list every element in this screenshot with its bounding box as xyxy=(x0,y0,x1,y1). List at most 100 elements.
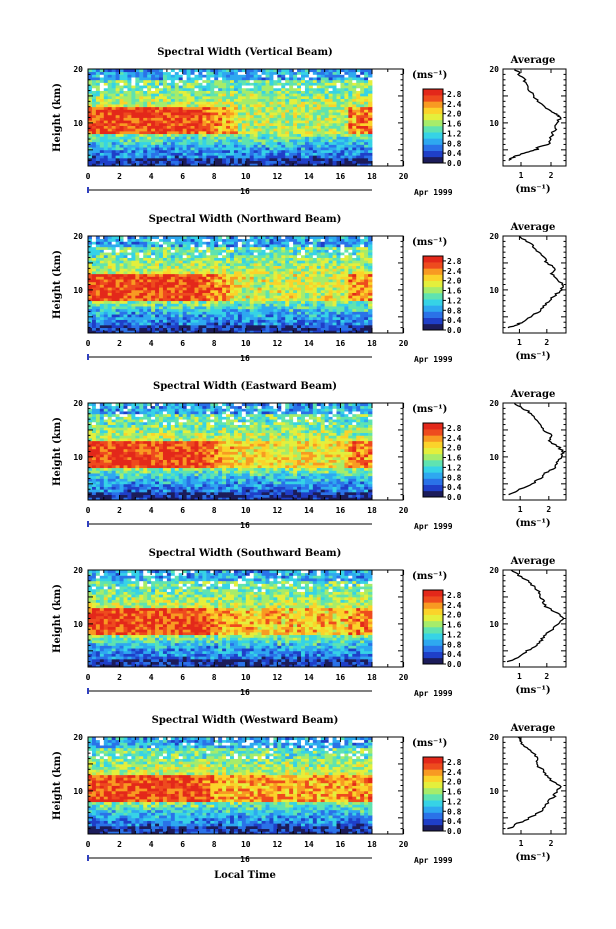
heatmap-cell xyxy=(194,297,199,302)
heatmap-cell xyxy=(320,128,326,132)
heatmap-cell xyxy=(356,141,361,145)
heatmap-cell xyxy=(265,87,270,91)
heatmap-cell xyxy=(127,265,132,269)
heatmap-cell xyxy=(352,303,357,307)
heatmap-cell xyxy=(182,289,188,293)
heatmap-cell xyxy=(273,95,278,100)
heatmap-cell xyxy=(210,157,215,162)
heatmap-cell xyxy=(151,90,156,94)
heatmap-cell xyxy=(316,252,322,256)
heatmap-cell xyxy=(182,163,188,167)
heatmap-cell xyxy=(178,74,184,78)
heatmap-cell xyxy=(119,144,124,148)
heatmap-cell xyxy=(241,98,247,102)
heatmap-cell xyxy=(352,314,357,318)
heatmap-cell xyxy=(289,279,294,283)
heatmap-cell xyxy=(131,281,136,285)
heatmap-cell xyxy=(182,114,188,118)
heatmap-cell xyxy=(210,322,215,326)
heatmap-cell xyxy=(312,295,318,299)
profile-unit: (ms⁻¹) xyxy=(515,184,550,195)
heatmap-cell xyxy=(360,160,365,164)
heatmap-cell xyxy=(218,257,223,261)
heatmap-cell xyxy=(257,122,262,126)
heatmap-cell xyxy=(230,139,235,143)
heatmap-cell xyxy=(293,252,298,256)
heatmap-cell xyxy=(233,303,239,307)
heatmap-cell xyxy=(186,276,191,280)
heatmap-cell xyxy=(159,104,164,108)
heatmap-cell xyxy=(198,265,203,269)
heatmap-cell xyxy=(328,79,333,83)
heatmap-cell xyxy=(277,160,282,164)
heatmap-cell xyxy=(249,292,255,296)
heatmap-cell xyxy=(285,260,290,264)
heatmap-cell xyxy=(273,249,278,253)
heatmap-cell xyxy=(257,306,262,310)
heatmap-cell xyxy=(368,295,373,299)
heatmap-cell xyxy=(210,120,215,124)
heatmap-cell xyxy=(190,117,195,121)
heatmap-cell xyxy=(103,101,109,105)
heatmap-cell xyxy=(237,276,243,280)
heatmap-cell xyxy=(174,87,180,91)
heatmap-cell xyxy=(293,155,298,159)
heatmap-cell xyxy=(206,98,211,102)
heatmap-cell xyxy=(182,324,188,329)
heatmap-cell xyxy=(257,163,262,167)
heatmap-cell xyxy=(277,85,282,89)
heatmap-cell xyxy=(107,254,113,258)
heatmap-cell xyxy=(107,308,113,312)
heatmap-cell xyxy=(151,163,156,167)
heatmap-cell xyxy=(320,249,326,253)
heatmap-cell xyxy=(340,95,345,100)
heatmap-cell xyxy=(198,74,203,78)
heatmap-cell xyxy=(233,279,239,283)
heatmap-cell xyxy=(162,254,168,258)
colorbar-swatch xyxy=(423,150,443,158)
heatmap-cell xyxy=(328,279,333,283)
heatmap-cell xyxy=(273,271,278,275)
heatmap-cell xyxy=(308,141,314,145)
heatmap-cell xyxy=(202,160,207,164)
heatmap-cell xyxy=(265,136,270,140)
heatmap-cell xyxy=(281,257,286,261)
heatmap-cell xyxy=(301,265,306,269)
heatmap-cell xyxy=(257,287,262,291)
heatmap-cell xyxy=(206,104,211,108)
heatmap-cell xyxy=(324,322,330,326)
heatmap-cell xyxy=(324,69,330,73)
heatmap-cell xyxy=(336,112,341,116)
heatmap-cell xyxy=(269,281,274,285)
heatmap-cell xyxy=(285,104,290,108)
heatmap-cell xyxy=(91,330,97,334)
heatmap-cell xyxy=(206,90,211,94)
heatmap-cell xyxy=(214,85,219,89)
heatmap-cell xyxy=(162,322,168,326)
heatmap-cell xyxy=(111,257,117,261)
heatmap-cell xyxy=(237,268,243,272)
heatmap-cell xyxy=(198,109,203,113)
heatmap-cell xyxy=(190,268,195,272)
heatmap-cell xyxy=(328,117,333,121)
heatmap-cell xyxy=(297,122,302,126)
heatmap-cell xyxy=(316,311,322,315)
heatmap-cell xyxy=(301,71,306,75)
heatmap-cell xyxy=(245,327,251,331)
heatmap-cell xyxy=(226,268,231,272)
heatmap-cell xyxy=(332,114,337,118)
heatmap-cell xyxy=(293,152,298,156)
heatmap-cell xyxy=(312,101,318,105)
heatmap-cell xyxy=(340,114,345,118)
heatmap-cell xyxy=(206,69,211,73)
heatmap-cell xyxy=(253,295,259,299)
heatmap-cell xyxy=(88,292,93,296)
heatmap-cell xyxy=(206,93,211,97)
heatmap-cell xyxy=(265,152,270,156)
heatmap-cell xyxy=(304,112,310,116)
heatmap-cell xyxy=(312,303,318,307)
heatmap-cell xyxy=(261,314,266,318)
heatmap-cell xyxy=(91,133,97,137)
heatmap-cell xyxy=(312,141,318,145)
heatmap-cell xyxy=(111,295,117,299)
